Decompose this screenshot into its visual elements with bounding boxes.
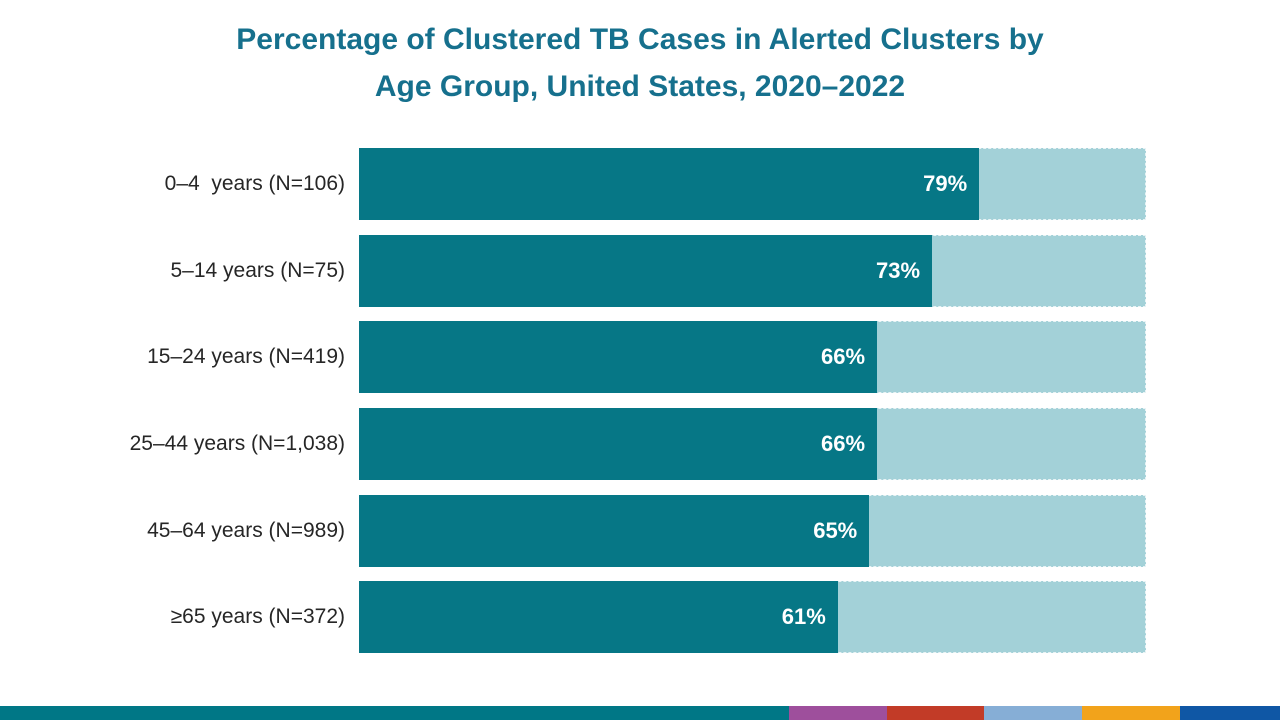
chart-title: Percentage of Clustered TB Cases in Aler… (0, 16, 1280, 110)
bar-fill: 73% (359, 234, 933, 307)
purple-segment (789, 706, 887, 720)
bar-row: 15–24 years (N=419) 66% (0, 321, 1146, 394)
bar-track-remainder: 79% (359, 148, 1146, 220)
category-label: 45–64 years (N=989) (147, 518, 345, 542)
category-label: 25–44 years (N=1,038) (129, 432, 345, 456)
bar-fill: 66% (359, 321, 878, 394)
bar-fill: 66% (359, 408, 878, 481)
category-label: ≥65 years (N=372) (170, 605, 345, 629)
category-label: 0–4 years (N=106) (164, 172, 345, 195)
value-label: 73% (876, 257, 921, 283)
red-segment (887, 706, 984, 720)
value-label: 66% (821, 431, 866, 457)
bar-fill: 61% (359, 581, 838, 654)
category-label: 5–14 years (N=75) (170, 258, 345, 282)
bar-track-remainder: 73% (359, 234, 1146, 307)
light-blue-segment (984, 706, 1082, 720)
value-label: 65% (813, 517, 858, 543)
bar-track-remainder: 66% (359, 321, 1146, 394)
orange-segment (1082, 706, 1180, 720)
teal-segment (0, 706, 789, 720)
value-label: 79% (923, 171, 968, 196)
bar-rows: 0–4 years (N=106) 79% 5–14 years (N=75) 73%… (0, 148, 1146, 654)
category-label: 15–24 years (N=419) (147, 345, 345, 369)
bar-row: 5–14 years (N=75) 73% (0, 234, 1146, 307)
chart-title-line2: Age Group, United States, 2020–2022 (374, 70, 906, 103)
value-label: 66% (821, 344, 866, 370)
bar-row: 0–4 years (N=106) 79% (0, 148, 1146, 220)
bar-row: 45–64 years (N=989) 65% (0, 494, 1146, 567)
bar-row: 25–44 years (N=1,038) 66% (0, 408, 1146, 481)
bar-row: ≥65 years (N=372) 61% (0, 581, 1146, 654)
bar-track-remainder: 61% (359, 581, 1146, 654)
bar-fill: 65% (359, 494, 870, 567)
footer-stripe (0, 706, 1280, 720)
chart-title-line1: Percentage of Clustered TB Cases in Aler… (236, 23, 1044, 56)
bar-track-remainder: 65% (359, 494, 1146, 567)
bar-fill: 79% (359, 148, 980, 220)
bar-track-remainder: 66% (359, 408, 1146, 481)
blue-segment (1180, 706, 1280, 720)
value-label: 61% (781, 604, 826, 630)
